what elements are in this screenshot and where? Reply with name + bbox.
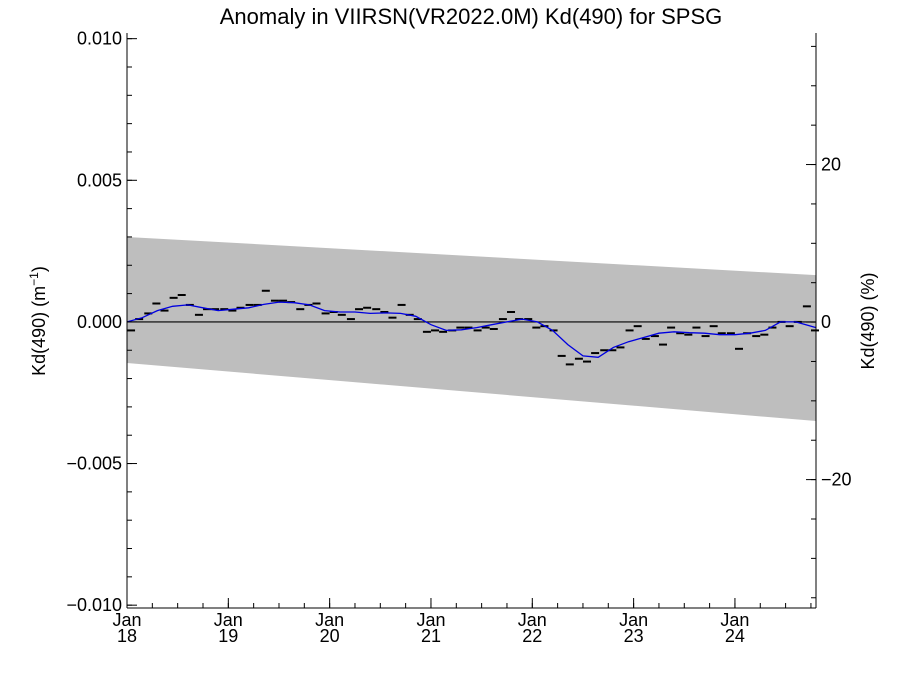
uncertainty-band [127,236,816,422]
x-tick-label-year: 20 [320,626,340,646]
y-tick-label: 0.000 [77,312,122,332]
x-tick-label-month: Jan [518,610,547,630]
x-tick-label-month: Jan [619,610,648,630]
x-tick-label-year: 24 [725,626,745,646]
y-tick-label: −0.010 [66,595,122,615]
smoothed-line [126,301,817,358]
x-tick-label-year: 18 [117,626,137,646]
y-axis-label-right: Kd(490) (%) [858,272,878,369]
y2-tick-label: 0 [821,312,831,332]
x-tick-label-month: Jan [416,610,445,630]
axes: −0.010−0.0050.0000.0050.010−20020Jan18Ja… [66,29,851,646]
x-tick-label-month: Jan [214,610,243,630]
x-tick-label-month: Jan [720,610,749,630]
y-axis-label-left-text: Kd(490) (m [29,286,49,376]
x-tick-label-year: 23 [624,626,644,646]
y-tick-label: −0.005 [66,454,122,474]
chart-title: Anomaly in VIIRSN(VR2022.0M) Kd(490) for… [220,4,723,29]
x-tick-label-month: Jan [315,610,344,630]
y2-tick-label: 20 [821,155,841,175]
y-tick-label: 0.005 [77,170,122,190]
x-tick-label-year: 21 [421,626,441,646]
y-tick-label: 0.010 [77,29,122,49]
x-tick-label-year: 19 [218,626,238,646]
x-tick-label-month: Jan [112,610,141,630]
y2-tick-label: −20 [821,470,852,490]
band-polygon [127,236,816,422]
y-axis-label-left-superscript: −1 [27,272,41,286]
y-axis-label-left-close: ) [29,266,49,272]
y-axis-label-left: Kd(490) (m−1) [27,266,49,376]
data-series [126,289,819,366]
x-tick-label-year: 22 [522,626,542,646]
